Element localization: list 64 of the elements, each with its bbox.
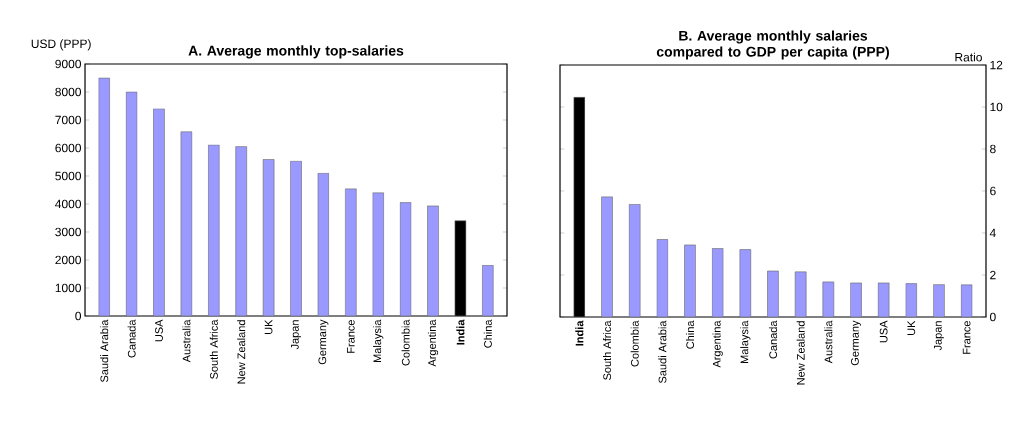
bar — [905, 283, 918, 317]
x-tick-label: Australia — [182, 319, 191, 363]
y-tick-label: 3000 — [55, 227, 82, 237]
bar — [850, 282, 862, 317]
y-tick-label: 8000 — [55, 87, 82, 97]
x-tick-label: Japan — [291, 320, 301, 350]
x-tick-label: Colombia — [401, 319, 410, 366]
bar — [482, 265, 494, 316]
y-tick-label: 6 — [990, 186, 996, 196]
y-tick-label: 5000 — [55, 171, 82, 181]
bar — [767, 270, 779, 317]
x-tick-label: Colombia — [630, 320, 639, 367]
x-tick-label: USA — [155, 319, 163, 342]
x-tick-label: Argentina — [427, 319, 439, 367]
bar — [98, 77, 110, 316]
bar — [317, 172, 330, 316]
y-tick-label: 4000 — [55, 199, 82, 209]
x-tick-label: India — [575, 320, 584, 346]
chart-title: B. Average monthly salaries compared to GDP per capita (PPP) — [656, 30, 889, 60]
x-tick-label: France — [346, 320, 355, 353]
x-tick-label: Germany — [851, 320, 861, 366]
x-tick-label: USA — [879, 320, 888, 343]
y-tick-label: 4 — [989, 228, 996, 238]
x-tick-label: South Africa — [602, 320, 612, 380]
y-tick-label: 10 — [990, 102, 1003, 112]
y-tick-label: 8 — [990, 144, 996, 154]
x-tick-label: Germany — [318, 319, 329, 365]
y-tick-label: 7000 — [55, 115, 82, 125]
x-tick-label: Malaysia — [373, 319, 384, 363]
x-tick-label: Canada — [768, 320, 778, 359]
y-tick-label: 2000 — [55, 255, 82, 265]
x-tick-label: Saudi Arabia — [100, 319, 109, 382]
x-tick-label: Malaysia — [740, 320, 751, 364]
bar — [399, 202, 412, 316]
x-tick-label: UK — [907, 320, 916, 335]
x-tick-label: South Africa — [209, 319, 218, 379]
y-tick-label: 9000 — [55, 59, 82, 69]
x-tick-label: New Zealand — [237, 320, 246, 384]
x-tick-label: Japan — [934, 321, 944, 351]
x-tick-label: India — [456, 319, 465, 345]
chart-title: A. Average monthly top-salaries — [188, 45, 404, 59]
x-tick-label: China — [483, 319, 492, 348]
x-tick-label: Australia — [824, 320, 833, 364]
y-tick-label: 0 — [75, 311, 82, 321]
bar — [960, 284, 973, 317]
y-axis-title: USD (PPP) — [31, 39, 91, 51]
x-tick-label: France — [962, 321, 971, 354]
bar — [290, 160, 302, 316]
x-tick-label: Argentina — [712, 320, 723, 368]
y-axis-title: Ratio — [955, 52, 982, 62]
x-tick-label: New Zealand — [796, 321, 805, 385]
bar — [656, 239, 669, 317]
y-tick-label: 0 — [990, 312, 996, 322]
x-tick-label: Canada — [127, 319, 136, 358]
x-tick-label: China — [685, 320, 695, 349]
x-tick-label: Saudi Arabia — [658, 320, 667, 383]
y-tick-label: 12 — [990, 60, 1003, 70]
bar — [208, 144, 220, 316]
y-tick-label: 1000 — [55, 283, 82, 293]
bar — [125, 91, 138, 316]
y-tick-label: 2 — [990, 270, 996, 280]
y-tick-label: 6000 — [55, 143, 82, 153]
x-tick-label: UK — [264, 319, 273, 334]
bar — [711, 248, 724, 317]
